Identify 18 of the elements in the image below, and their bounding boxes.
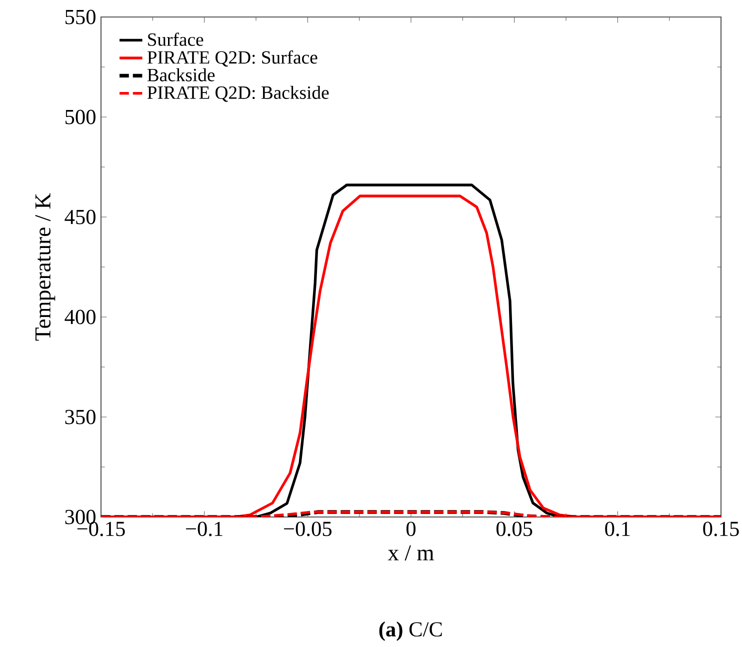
y-tick-label: 400: [64, 310, 96, 324]
legend-label: PIRATE Q2D: Backside: [147, 86, 329, 102]
y-tick-label: 450: [64, 210, 96, 224]
legend-label: Surface: [148, 32, 204, 46]
legend-label: Backside: [147, 68, 215, 82]
text: (a) C/C: [379, 622, 442, 641]
x-tick-label: 0.15: [703, 522, 739, 536]
legend-label: PIRATE Q2D: Surface: [147, 50, 318, 67]
x-tick-label: 0: [406, 522, 416, 536]
x-tick-label: −0.05: [284, 522, 332, 536]
y-tick-label: 550: [66, 10, 96, 24]
x-tick-label: 0.05: [496, 522, 532, 536]
y-axis-title: Temperature / K: [35, 193, 56, 341]
x-axis-title: x / m: [388, 545, 434, 561]
y-tick-label: 350: [65, 410, 96, 424]
y-tick-label: 500: [66, 110, 96, 124]
x-tick-label: −0.1: [186, 522, 222, 536]
x-tick-label: 0.1: [605, 522, 630, 536]
